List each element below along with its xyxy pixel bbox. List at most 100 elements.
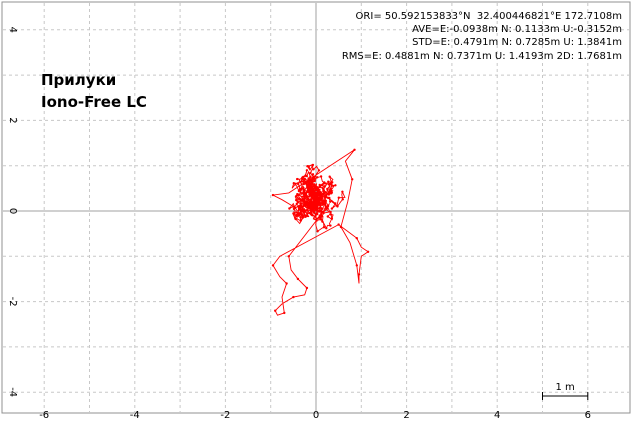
track-point [318,210,321,213]
track-point [271,193,275,197]
track-point [305,202,308,205]
station-name: Прилуки [41,71,117,89]
track-point [297,182,300,186]
track-point [318,183,321,187]
track-point [302,182,305,186]
track-point [304,193,308,196]
statistics-panel: ORI= 50.592153833°N 32.400446821°E 172.7… [342,10,622,63]
track-point [308,178,312,182]
track-point [323,185,326,188]
track-point [329,210,332,214]
track-point [305,196,309,199]
track-point [307,203,311,207]
track-point [351,178,354,181]
track-point [299,191,302,194]
track-point [329,213,333,216]
track-point [304,215,307,218]
track-point [328,175,331,178]
track-point [321,192,325,195]
track-point [299,180,302,184]
scale-bar-label: 1 m [556,382,575,393]
track-point [320,195,323,198]
rms-line: RMS=E: 0.4881m N: 0.7371m U: 1.4193m 2D:… [341,50,622,62]
track-point [316,212,319,216]
track-point [322,226,326,229]
y-tick-label: 4 [7,27,18,33]
track-point [313,179,316,183]
x-tick-label: -6 [39,410,49,421]
track-point [294,217,297,221]
track-point [298,207,302,210]
track-point [319,175,323,178]
track-point [307,165,310,168]
track-point [310,195,313,198]
track-point [329,200,332,203]
track-point [306,190,309,193]
track-point [307,180,310,183]
track-point [271,264,275,267]
track-point [321,220,324,223]
track-point [331,181,334,184]
track-point [314,196,318,199]
track-point [357,273,361,276]
track-point [312,210,315,214]
track-point [296,214,300,217]
track-point [302,180,305,183]
track-point [341,198,344,201]
track-point [316,230,319,233]
track-point [297,189,301,193]
track-point [320,197,323,201]
track-point [302,215,305,219]
track-point [285,282,288,285]
track-point [312,195,316,198]
track-point [308,183,312,186]
track-point [326,188,329,191]
track-point [310,207,314,210]
track-point [318,214,321,217]
track-point [316,201,320,204]
track-point [296,193,299,196]
track-point [316,186,319,189]
track-point [311,163,315,167]
track-point [326,207,329,210]
track-point [314,215,317,218]
track-point [337,196,340,199]
track-point [335,204,339,207]
x-tick-label: 4 [494,410,500,421]
track-point [313,185,316,188]
track-point [330,217,334,220]
track-point [295,202,298,206]
track-point [292,212,296,216]
track-point [341,190,344,193]
track-point [296,277,300,281]
track-point [298,212,301,215]
track-point [314,185,318,188]
track-point [321,203,324,206]
scale-bar: 1 m [542,382,589,400]
y-tick-label: 2 [7,117,18,123]
track-point [321,207,324,210]
track-point [303,177,306,181]
track-point [324,207,327,210]
track-point [307,207,310,210]
track-point [306,208,309,212]
x-tick-label: 2 [403,410,409,421]
track-point [308,200,312,204]
track-point [326,215,329,218]
track-point [329,187,332,191]
track-point [324,196,327,199]
track-point [327,191,330,194]
track-point [309,175,312,178]
track-point [302,186,305,190]
track-point [334,202,337,205]
track-point [337,223,340,226]
track-point [300,199,303,202]
track-point [316,197,319,201]
std-line: STD=E: 0.4791m N: 0.7285m U: 1.3841m [412,37,622,49]
track-point [311,214,314,217]
track-point [316,176,319,179]
track-point [311,188,314,191]
track-point [310,210,313,213]
track-point [303,198,306,201]
track-point [355,237,358,240]
